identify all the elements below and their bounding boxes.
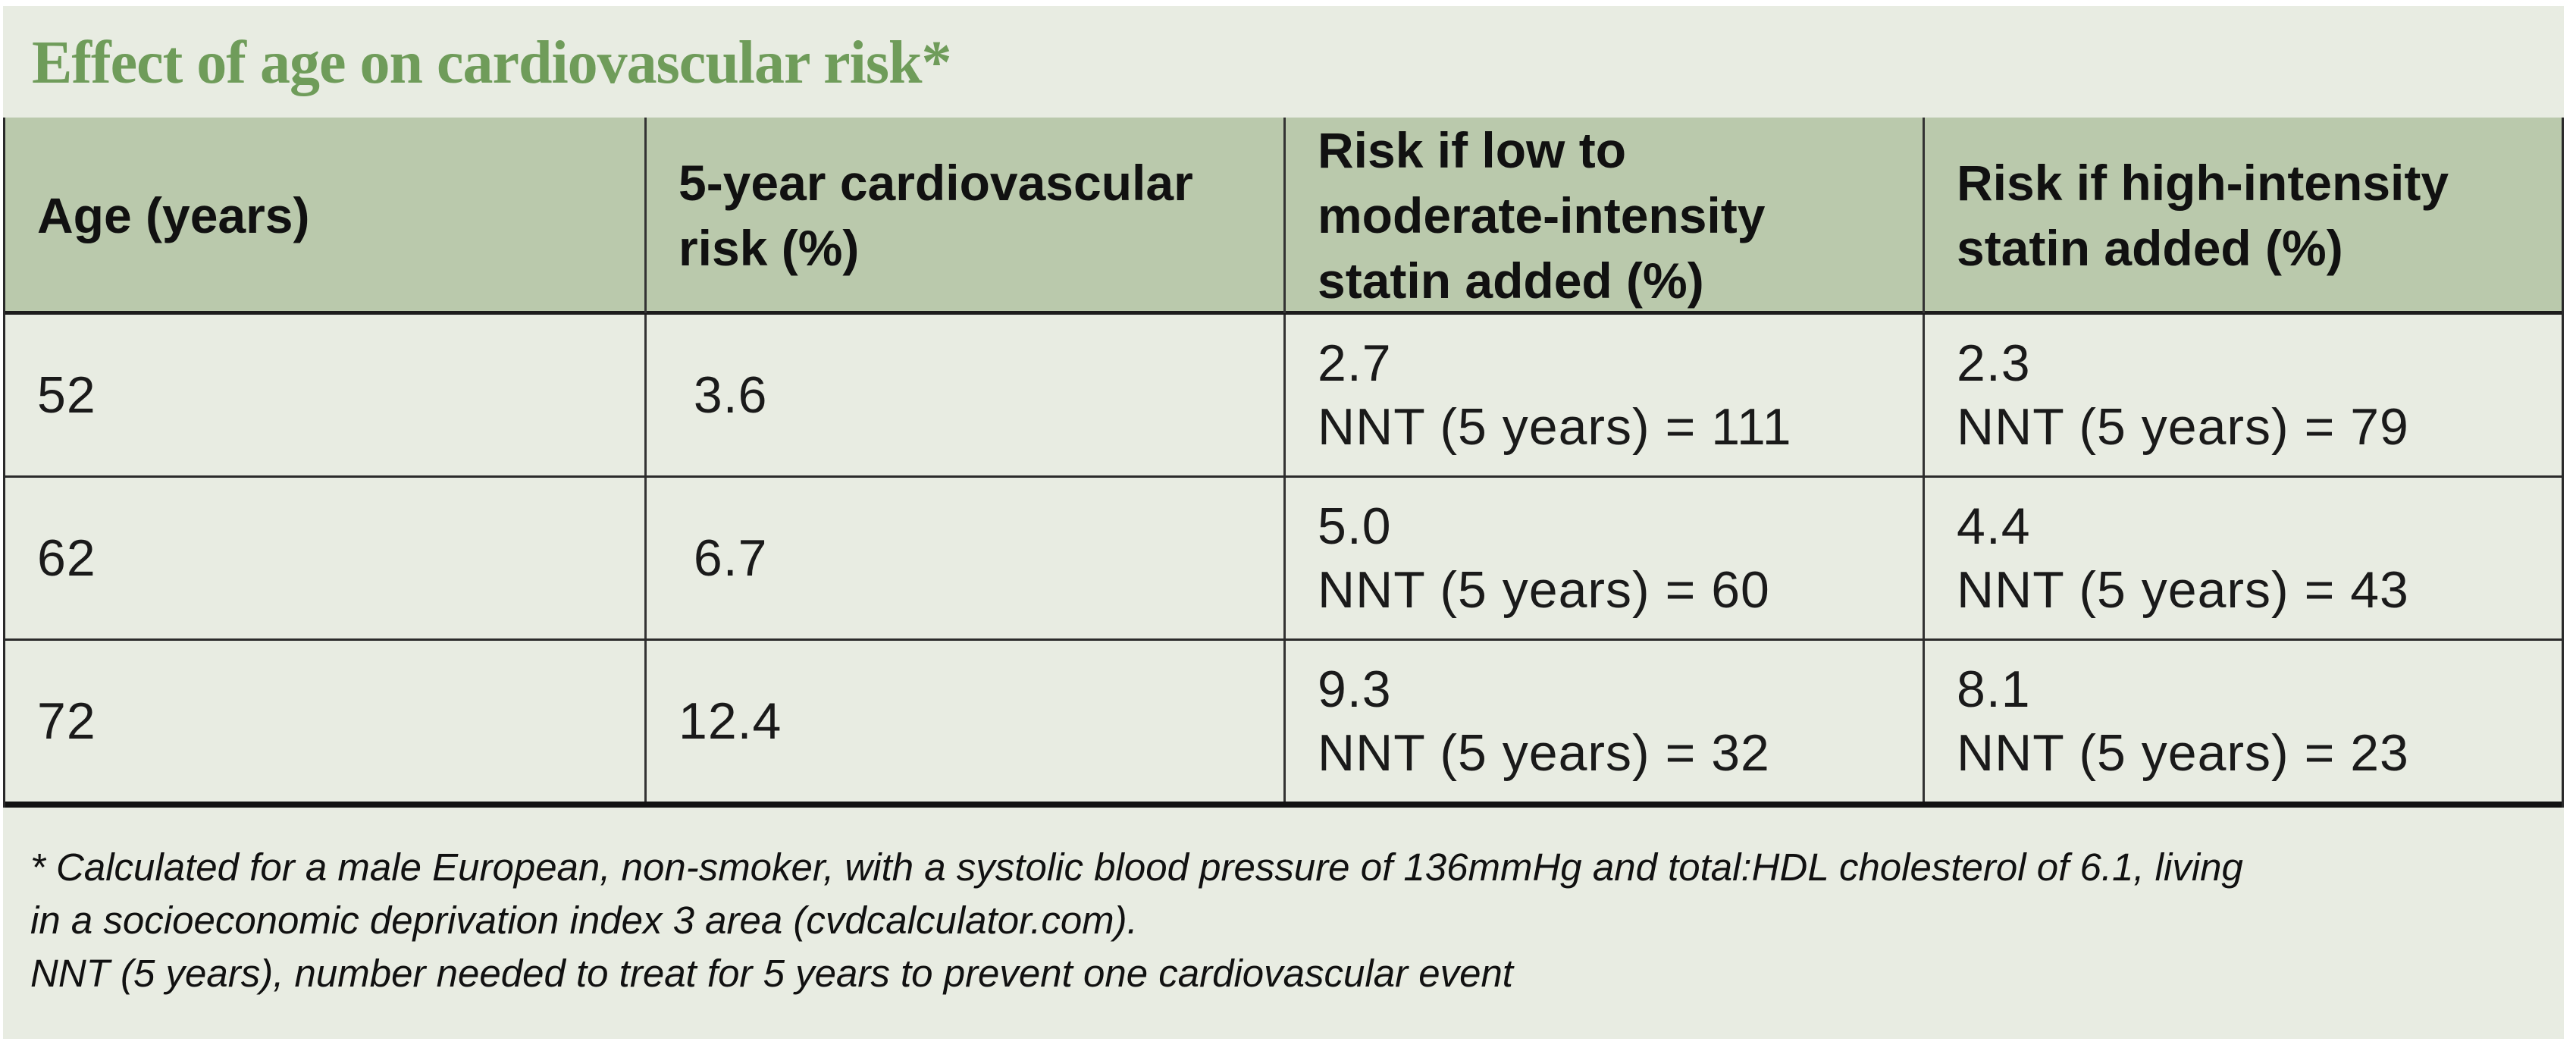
- cell-low-moderate-risk: 2.7 NNT (5 years) = 111: [1283, 315, 1923, 475]
- figure-title: Effect of age on cardiovascular risk*: [32, 30, 951, 96]
- cardiovascular-risk-figure: Effect of age on cardiovascular risk* Ag…: [3, 6, 2564, 1039]
- cell-low-moderate-risk: 5.0 NNT (5 years) = 60: [1283, 478, 1923, 638]
- cell-five-year-risk: 12.4: [644, 641, 1283, 802]
- cell-high-risk: 8.1 NNT (5 years) = 23: [1923, 641, 2562, 802]
- cell-low-moderate-risk: 9.3 NNT (5 years) = 32: [1283, 641, 1923, 802]
- cell-age: 62: [37, 529, 96, 587]
- cell-age: 72: [37, 692, 96, 750]
- cell-high-risk: 2.3 NNT (5 years) = 79: [1923, 315, 2562, 475]
- cell-high-risk: 4.4 NNT (5 years) = 43: [1923, 478, 2562, 638]
- col-header-low-moderate-statin: Risk if low to moderate-intensity statin…: [1283, 118, 1923, 313]
- table-header-row: Age (years) 5-year cardiovascular risk (…: [5, 118, 2562, 315]
- footnote-nnt-definition: NNT (5 years), number needed to treat fo…: [30, 952, 1513, 995]
- table-row: 72 12.4 9.3 NNT (5 years) = 32 8.1 NNT (…: [5, 641, 2562, 808]
- cell-five-year-risk: 6.7: [644, 478, 1283, 638]
- cell-age: 52: [37, 366, 96, 424]
- risk-table: Age (years) 5-year cardiovascular risk (…: [3, 118, 2564, 808]
- col-header-five-year-risk: 5-year cardiovascular risk (%): [644, 118, 1283, 313]
- cell-five-year-risk: 3.6: [644, 315, 1283, 475]
- col-header-age: Age (years): [37, 187, 310, 243]
- col-header-high-statin: Risk if high-intensity statin added (%): [1923, 118, 2562, 313]
- footnote-calculated: * Calculated for a male European, non-sm…: [30, 846, 2243, 942]
- table-row: 62 6.7 5.0 NNT (5 years) = 60 4.4 NNT (5…: [5, 478, 2562, 641]
- table-row: 52 3.6 2.7 NNT (5 years) = 111 2.3 NNT (…: [5, 315, 2562, 478]
- footnote-block: * Calculated for a male European, non-sm…: [3, 808, 2564, 1000]
